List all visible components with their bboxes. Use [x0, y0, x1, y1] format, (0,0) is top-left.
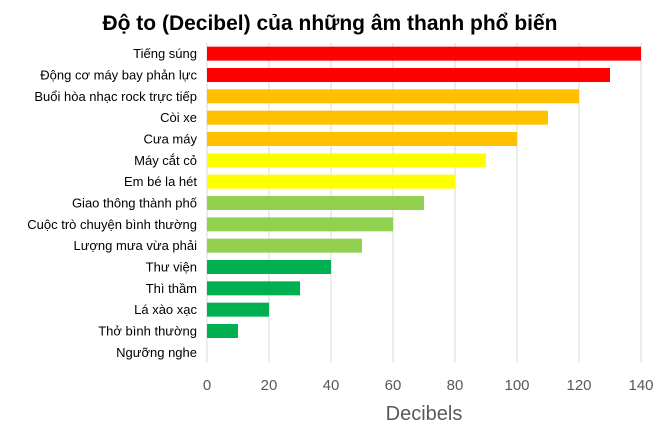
category-label: Buổi hòa nhạc rock trực tiếp [34, 89, 197, 104]
category-label: Cuộc trò chuyện bình thường [27, 217, 197, 232]
bar [207, 260, 331, 274]
bar [207, 302, 269, 317]
x-tick-label: 20 [261, 377, 278, 394]
x-tick-label: 60 [385, 377, 402, 394]
bar [207, 46, 641, 61]
category-label: Máy cắt cỏ [134, 153, 197, 168]
bar [207, 324, 238, 338]
bar [207, 196, 424, 210]
bar [207, 89, 579, 104]
category-label: Động cơ máy bay phản lực [40, 68, 197, 83]
category-label: Ngưỡng nghe [116, 345, 197, 360]
x-tick-label: 120 [566, 377, 591, 394]
bar [207, 238, 362, 253]
x-tick-label: 40 [323, 377, 340, 394]
category-label: Thư viện [146, 260, 197, 275]
x-tick-label: 100 [504, 377, 529, 394]
x-tick-label: 140 [628, 377, 653, 394]
bar [207, 110, 548, 125]
category-label: Thở bình thường [98, 324, 197, 339]
bar [207, 153, 486, 168]
bar [207, 281, 300, 296]
category-label: Cưa máy [144, 132, 198, 147]
category-label: Giao thông thành phố [72, 196, 197, 211]
x-tick-label: 80 [447, 377, 464, 394]
x-axis-label: Decibels [386, 403, 463, 425]
bar [207, 68, 610, 82]
category-label: Thì thầm [146, 281, 197, 296]
bar [207, 132, 517, 146]
x-tick-label: 0 [203, 377, 211, 394]
category-label: Tiếng súng [133, 46, 197, 61]
bar [207, 174, 455, 189]
chart-title: Độ to (Decibel) của những âm thanh phổ b… [102, 12, 557, 35]
category-label: Lượng mưa vừa phải [73, 238, 197, 253]
bar [207, 217, 393, 232]
category-label: Còi xe [160, 110, 197, 125]
category-label: Lá xào xạc [134, 302, 197, 317]
category-label: Em bé la hét [124, 174, 197, 189]
